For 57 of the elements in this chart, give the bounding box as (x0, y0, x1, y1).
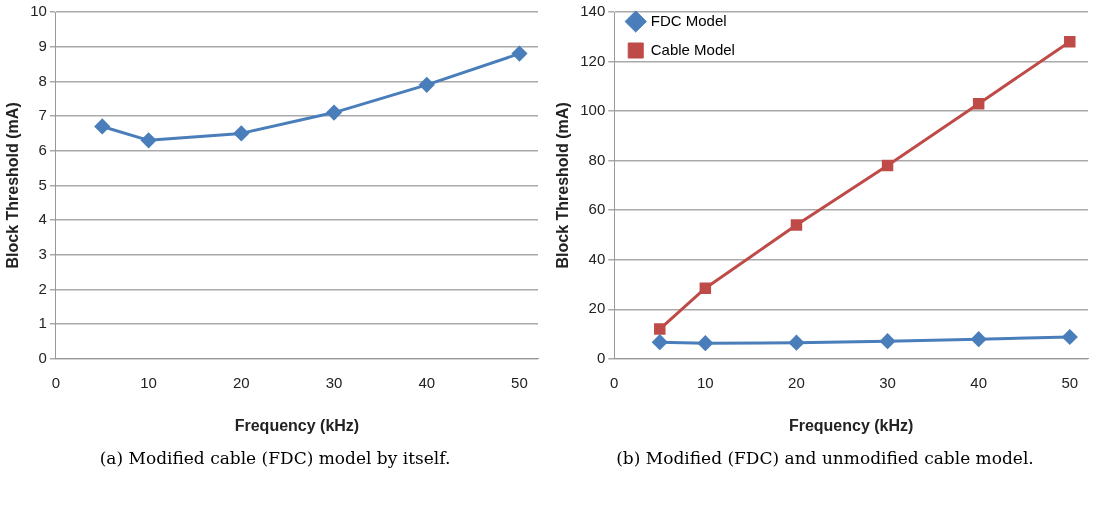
x-tick-label: 50 (511, 373, 528, 391)
x-tick-label: 10 (140, 373, 157, 391)
y-axis-title: Block Threshold (mA) (4, 102, 22, 269)
y-tick-label: 2 (38, 279, 47, 297)
y-tick-label: 7 (38, 106, 47, 124)
text: (a) Modified cable (FDC) model by itself. (98, 448, 452, 468)
y-tick-label: 8 (38, 71, 47, 89)
point (1062, 329, 1078, 345)
y-tick-label: 6 (38, 140, 47, 158)
y-axis-title: Block Threshold (mA) (554, 102, 572, 269)
legend-label: Cable Model (650, 40, 735, 58)
y-tick-label: 9 (38, 36, 47, 54)
y-tick-label: 20 (588, 299, 606, 317)
x-tick-label: 30 (325, 373, 343, 391)
legend-label: FDC Model (650, 11, 727, 29)
point (233, 125, 249, 141)
point (1064, 35, 1076, 48)
y-tick-label: 4 (38, 210, 47, 228)
point (788, 335, 804, 351)
y-tick-label: 120 (580, 51, 606, 69)
x-tick-label: 50 (1061, 373, 1079, 391)
point (94, 118, 110, 134)
x-tick-label: 0 (51, 373, 61, 391)
point (790, 219, 803, 231)
point (419, 77, 435, 93)
point (654, 323, 666, 335)
x-tick-label: 10 (696, 373, 714, 391)
x-tick-label: 0 (610, 373, 619, 391)
x-axis-title: Frequency (kHz) (788, 416, 914, 434)
x-tick-label: 30 (879, 373, 896, 391)
point (141, 132, 157, 148)
point (652, 334, 668, 350)
x-tick-label: 40 (418, 373, 436, 391)
y-tick-label: 140 (580, 2, 606, 20)
y-tick-label: 40 (588, 249, 606, 267)
x-axis-title: Frequency (kHz) (234, 416, 360, 434)
y-tick-label: 5 (38, 175, 47, 193)
point (881, 159, 894, 172)
y-tick-label: 3 (38, 244, 47, 262)
point (697, 335, 713, 351)
point (972, 97, 985, 110)
y-tick-label: 0 (38, 348, 47, 366)
y-tick-label: 10 (30, 2, 47, 20)
point (880, 333, 896, 349)
y-tick-label: 80 (588, 150, 606, 168)
text: (b) Modified (FDC) and unmodified cable model. (615, 448, 1035, 468)
y-tick-label: 0 (596, 348, 606, 366)
point (699, 282, 712, 294)
y-tick-label: 60 (588, 200, 606, 218)
point (511, 46, 527, 62)
point (326, 105, 342, 121)
y-tick-label: 100 (580, 101, 606, 119)
x-tick-label: 40 (970, 373, 988, 391)
point (971, 331, 987, 347)
y-tick-label: 1 (38, 314, 47, 332)
x-tick-label: 20 (232, 373, 250, 391)
x-tick-label: 20 (788, 373, 805, 391)
